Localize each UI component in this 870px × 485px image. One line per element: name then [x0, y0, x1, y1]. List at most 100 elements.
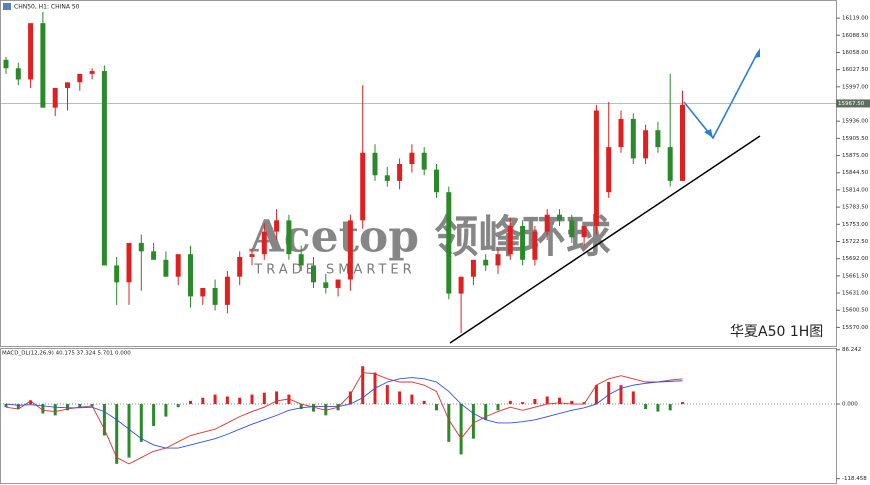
candle-body: [372, 152, 378, 176]
histogram-bar: [262, 392, 266, 405]
price-label: 15967.50: [838, 101, 865, 107]
histogram-bar: [594, 385, 598, 405]
y-tick-label: 15570.00: [842, 325, 869, 331]
candle-body: [114, 265, 120, 283]
y-tick-label: 0.000: [842, 402, 858, 408]
histogram-bar: [41, 404, 45, 414]
candle-body: [126, 242, 132, 283]
histogram-bar: [582, 402, 586, 405]
histogram-bar: [238, 397, 242, 405]
candle-body: [188, 254, 193, 297]
candle-body: [200, 287, 206, 297]
candle-body: [434, 169, 439, 193]
candle-body: [101, 71, 107, 266]
histogram-bar: [558, 397, 561, 405]
y-tick-label: 15905.50: [842, 136, 869, 142]
candle-body: [335, 279, 341, 288]
histogram-bar: [447, 404, 451, 442]
histogram-bar: [66, 404, 69, 411]
candle-body: [89, 71, 95, 74]
histogram-bar: [115, 404, 119, 464]
y-tick-label: 15722.50: [842, 239, 869, 245]
histogram-bar: [152, 404, 156, 427]
y-tick-label: 15875.00: [842, 153, 869, 159]
histogram-bar: [176, 404, 180, 408]
macd-panel: [0, 348, 837, 484]
candle-body: [151, 251, 157, 260]
y-tick-label: 15936.00: [842, 119, 869, 125]
price-panel: [0, 0, 837, 347]
candle-body: [409, 152, 415, 165]
y-tick-label: 16027.50: [842, 67, 869, 73]
candle-body: [163, 259, 169, 277]
y-tick-label: 15600.50: [842, 308, 869, 314]
candle-body: [569, 220, 575, 238]
candle-body: [680, 104, 685, 181]
histogram-bar: [631, 391, 635, 405]
candle-body: [360, 152, 366, 221]
y-tick-label: 86.242: [842, 347, 861, 353]
histogram-bar: [299, 404, 303, 410]
y-tick-label: 15692.00: [842, 256, 869, 262]
candle-body: [249, 254, 255, 257]
macd-line: [5, 377, 683, 449]
histogram-bar: [164, 404, 168, 417]
y-tick-label: 15661.50: [842, 273, 869, 279]
histogram-bar: [508, 400, 512, 405]
histogram-bar: [78, 404, 82, 408]
histogram-bar: [435, 404, 438, 411]
candle-body: [593, 110, 599, 226]
candle-body: [212, 287, 218, 305]
histogram-bar: [656, 404, 660, 412]
histogram-bar: [213, 394, 217, 405]
candle-body: [643, 130, 649, 159]
histogram-bar: [90, 404, 94, 407]
candle-body: [618, 118, 624, 148]
histogram-bar: [607, 382, 611, 405]
candle-body: [3, 59, 9, 69]
candle-body: [520, 225, 526, 260]
histogram-bar: [570, 400, 574, 405]
candle-body: [630, 118, 636, 159]
histogram-bar: [533, 399, 537, 405]
candle-body: [323, 282, 329, 288]
histogram-bar: [484, 404, 488, 420]
histogram-bar: [4, 404, 8, 408]
histogram-bar: [102, 404, 106, 436]
y-tick-label: 15844.50: [842, 170, 869, 176]
histogram-bar: [361, 366, 365, 405]
candle-body: [175, 254, 181, 277]
candle-body: [667, 147, 673, 181]
candle-body: [507, 225, 513, 255]
y-tick-label: 15814.00: [842, 187, 869, 193]
histogram-bar: [521, 402, 525, 405]
arrow-head: [754, 48, 760, 58]
histogram-bar: [250, 394, 254, 405]
histogram-bar: [545, 396, 549, 405]
histogram-bar: [385, 385, 389, 405]
y-tick-label: 16058.00: [842, 50, 869, 56]
y-tick-label: -118.458: [842, 476, 867, 482]
chart-title: CHN50, H1: CHINA 50: [14, 4, 80, 11]
histogram-bar: [471, 404, 475, 439]
candle-body: [261, 231, 267, 255]
histogram-bar: [275, 391, 279, 405]
candle-body: [384, 175, 390, 181]
histogram-bar: [201, 397, 205, 405]
histogram-bar: [139, 404, 143, 442]
y-tick-label: 15997.00: [842, 84, 869, 90]
candle-body: [544, 214, 550, 232]
watermark: Acetop 领峰环球: [249, 212, 612, 263]
arrow-head: [704, 129, 713, 138]
candle-body: [138, 242, 144, 252]
y-tick-label: 16119.00: [842, 16, 869, 22]
histogram-bar: [348, 391, 352, 405]
candle-body: [581, 225, 587, 238]
y-tick-label: 15783.50: [842, 205, 869, 211]
histogram-bar: [312, 404, 315, 412]
candle-body: [40, 23, 46, 108]
y-tick-label: 15631.00: [842, 291, 869, 297]
candle-body: [311, 265, 316, 283]
candle-body: [483, 259, 489, 266]
